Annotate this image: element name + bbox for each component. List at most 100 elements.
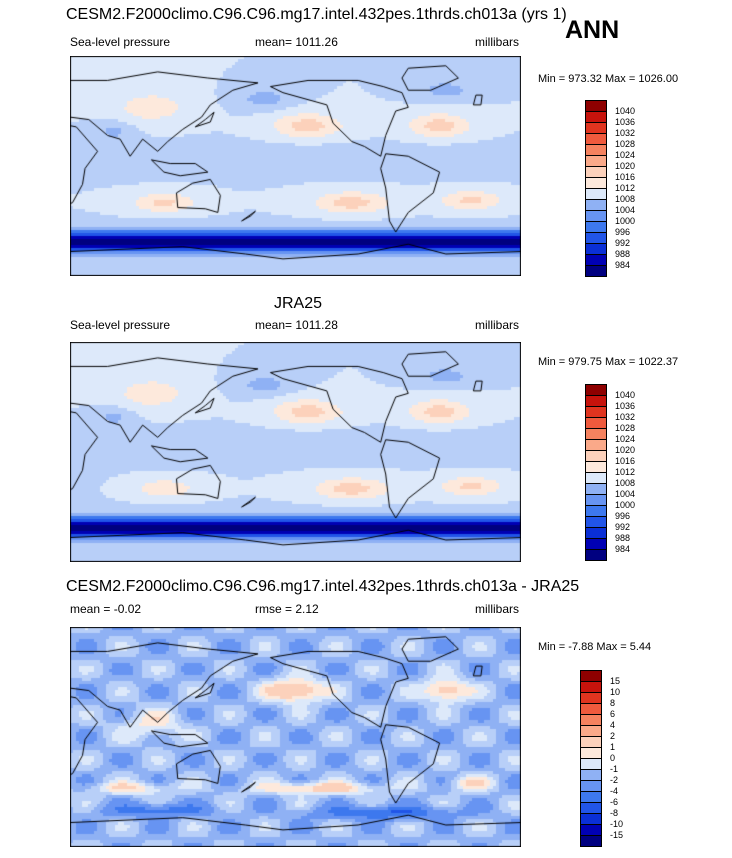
- panel3-units: millibars: [475, 602, 520, 616]
- panel1-colorbar-box: [585, 144, 607, 156]
- panel3-colorbar-label: 2: [610, 731, 616, 741]
- panel2-min-max: Min = 979.75 Max = 1022.37: [538, 356, 678, 368]
- panel3-colorbar-label: -4: [610, 786, 619, 796]
- panel1-colorbar-label: 1028: [615, 139, 636, 149]
- panel1-colorbar-label: 1016: [615, 172, 636, 182]
- panel3-colorbar-label: -15: [610, 830, 624, 840]
- panel2-colorbar-box: [585, 527, 607, 539]
- panel2-colorbar-label: 1000: [615, 500, 636, 510]
- panel3-colorbar-box: [580, 835, 602, 847]
- panel1-mean-label: mean=: [255, 35, 293, 49]
- panel3-colorbar-box: [580, 780, 602, 792]
- panel3-colorbar-box: [580, 813, 602, 825]
- panel2-min-value: 979.75: [568, 356, 602, 368]
- panel3-mean: mean = -0.02: [70, 602, 142, 616]
- panel3-colorbar-box: [580, 791, 602, 803]
- panel1-min-label: Min =: [538, 73, 566, 85]
- panel3-colorbar-box: [580, 824, 602, 836]
- panel1-max-label: Max =: [605, 73, 636, 85]
- panel3-colorbar-box: [580, 802, 602, 814]
- panel3-colorbar-label: 4: [610, 720, 616, 730]
- panel2-min-label: Min =: [538, 356, 566, 368]
- panel1-colorbar-label: 984: [615, 260, 631, 270]
- panel2-colorbar-label: 1012: [615, 467, 636, 477]
- panel1-colorbar-box: [585, 265, 607, 277]
- panel3-colorbar-label: -2: [610, 775, 619, 785]
- panel3-rmse-label: rmse =: [255, 602, 293, 616]
- panel1-mean-value: 1011.26: [295, 35, 338, 49]
- panel2-variable-label: Sea-level pressure: [70, 318, 171, 332]
- panel1-colorbar-label: 1024: [615, 150, 636, 160]
- panel2-colorbar-label: 1008: [615, 478, 636, 488]
- panel3-max-value: 5.44: [629, 641, 652, 653]
- panel1-colorbar-box: [585, 199, 607, 211]
- season-label: ANN: [565, 16, 620, 44]
- panel1-colorbar-box: [585, 254, 607, 266]
- panel1-min-value: 973.32: [568, 73, 602, 85]
- panel1-colorbar-label: 1008: [615, 194, 636, 204]
- panel3-min-value: -7.88: [568, 641, 594, 653]
- panel1-colorbar-label: 996: [615, 227, 631, 237]
- panel3-colorbar-box: [580, 725, 602, 737]
- panel2-colorbar-box: [585, 395, 607, 407]
- panel2-colorbar-label: 1028: [615, 423, 636, 433]
- panel1-colorbar-box: [585, 188, 607, 200]
- panel3-colorbar-box: [580, 747, 602, 759]
- panel1-title: CESM2.F2000climo.C96.C96.mg17.intel.432p…: [66, 6, 567, 23]
- panel2-map: [70, 342, 521, 562]
- panel2-max-label: Max =: [605, 356, 636, 368]
- panel1-mean: mean= 1011.26: [255, 35, 338, 49]
- panel2-colorbar-box: [585, 384, 607, 396]
- panel2-colorbar-label: 1004: [615, 489, 636, 499]
- panel1-colorbar-box: [585, 232, 607, 244]
- panel2-colorbar-label: 1036: [615, 401, 636, 411]
- panel1-colorbar-box: [585, 155, 607, 167]
- panel3-colorbar-label: -10: [610, 819, 624, 829]
- panel3-max-label: Max =: [596, 641, 627, 653]
- panel3-colorbar-label: 0: [610, 753, 616, 763]
- panel1-colorbar-box: [585, 166, 607, 178]
- panel1-colorbar-label: 1004: [615, 205, 636, 215]
- panel1-colorbar-label: 1020: [615, 161, 636, 171]
- panel3-colorbar-label: 1: [610, 742, 616, 752]
- panel1-variable-label: Sea-level pressure: [70, 35, 171, 49]
- panel2-max-value: 1022.37: [638, 356, 679, 368]
- panel2-colorbar-box: [585, 461, 607, 473]
- panel2-colorbar-label: 1020: [615, 445, 636, 455]
- panel1-colorbar-label: 1000: [615, 216, 636, 226]
- panel3-min-label: Min =: [538, 641, 566, 653]
- panel2-colorbar-box: [585, 505, 607, 517]
- panel2-title: JRA25: [274, 295, 323, 312]
- panel2-colorbar-box: [585, 494, 607, 506]
- panel3-colorbar-label: 6: [610, 709, 616, 719]
- panel3-colorbar-label: -6: [610, 797, 619, 807]
- panel2-units: millibars: [475, 318, 520, 332]
- panel1-colorbar-box: [585, 122, 607, 134]
- panel2-colorbar-label: 992: [615, 522, 631, 532]
- panel2-colorbar-box: [585, 406, 607, 418]
- panel1-colorbar-box: [585, 177, 607, 189]
- panel3-rmse-value: 2.12: [295, 602, 319, 616]
- panel2-colorbar-label: 1024: [615, 434, 636, 444]
- panel2-colorbar-label: 1040: [615, 390, 636, 400]
- panel1-colorbar-label: 1012: [615, 183, 636, 193]
- panel1-colorbar-label: 1036: [615, 117, 636, 127]
- panel3-colorbar-box: [580, 692, 602, 704]
- panel1-colorbar-box: [585, 111, 607, 123]
- panel1-units: millibars: [475, 35, 520, 49]
- panel2-colorbar-box: [585, 538, 607, 550]
- panel3-colorbar-label: -1: [610, 764, 619, 774]
- panel1-colorbar-box: [585, 210, 607, 222]
- panel1-colorbar-box: [585, 100, 607, 112]
- panel1-colorbar-box: [585, 133, 607, 145]
- panel3-colorbar-box: [580, 714, 602, 726]
- panel2-colorbar-box: [585, 549, 607, 561]
- panel2-colorbar-label: 988: [615, 533, 631, 543]
- panel3-colorbar-label: 15: [610, 676, 621, 686]
- panel2-colorbar-box: [585, 450, 607, 462]
- panel2-colorbar-label: 1016: [615, 456, 636, 466]
- panel2-mean: mean= 1011.28: [255, 318, 338, 332]
- panel1-colorbar-label: 1040: [615, 106, 636, 116]
- panel1-min-max: Min = 973.32 Max = 1026.00: [538, 73, 678, 85]
- panel2-colorbar-label: 1032: [615, 412, 636, 422]
